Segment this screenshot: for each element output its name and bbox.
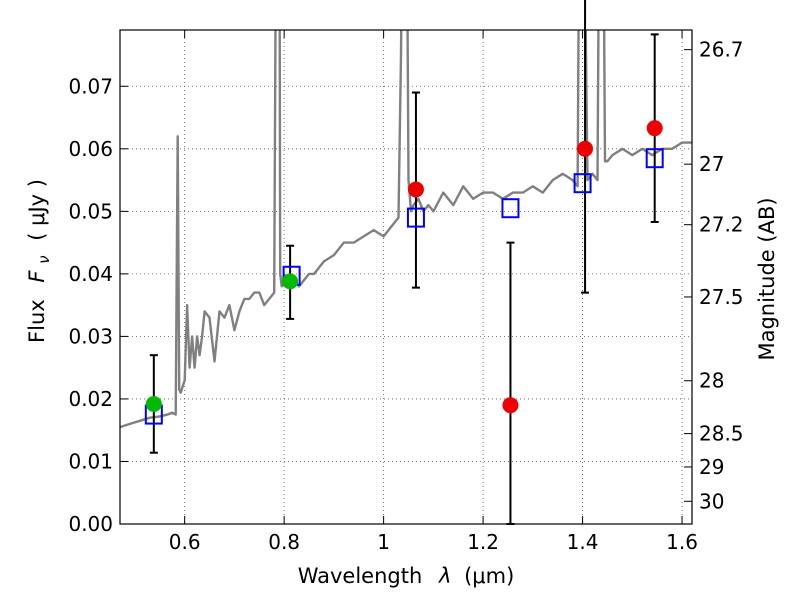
red-point-marker	[646, 120, 663, 137]
mag-tick-label: 27.2	[699, 213, 744, 237]
green-point-marker	[145, 395, 162, 412]
y-tick-label: 0.01	[68, 449, 113, 473]
y-axis-label: Flux F ν ( μJy )	[25, 179, 54, 343]
axis-ticks: 0.6 0.8 1 1.2 1.4 1.6 0.00 0.01 0.02 0.03 0.04 0.05…	[68, 30, 744, 554]
green-point-marker	[282, 273, 299, 290]
red-point-marker	[502, 397, 519, 414]
model-square-marker	[501, 198, 520, 219]
x-axis-label: Wavelength λ (μm)	[298, 564, 515, 588]
model-square-marker	[406, 207, 425, 228]
y-axis-label-text: Flux	[25, 299, 49, 343]
mag-tick-label: 30	[699, 489, 724, 513]
x-tick-label: 0.6	[169, 530, 201, 554]
mag-tick-label: 28.5	[699, 422, 744, 446]
y-tick-label: 0.05	[68, 199, 113, 223]
y-axis-label-unit: ( μJy )	[25, 179, 49, 241]
y-tick-label: 0.07	[68, 74, 113, 98]
x-axis-label-text: Wavelength	[298, 564, 423, 588]
x-tick-label: 1	[377, 530, 390, 554]
mag-tick-label: 28	[699, 369, 724, 393]
y-axis-label-subscript: ν	[35, 255, 53, 263]
mag-tick-label: 27	[699, 152, 724, 176]
spectrum-layer	[120, 30, 692, 429]
spectrum-line	[120, 30, 692, 429]
x-axis-label-unit: (μm)	[464, 564, 514, 588]
x-tick-label: 0.8	[268, 530, 300, 554]
x-tick-label: 1.2	[467, 530, 499, 554]
plot-frame	[119, 29, 693, 525]
red-point-marker	[577, 140, 594, 157]
model-square-marker	[645, 148, 664, 169]
x-tick-label: 1.4	[567, 530, 599, 554]
red-point-marker	[407, 181, 424, 198]
y-tick-label: 0.00	[68, 512, 113, 536]
x-axis-label-symbol: λ	[438, 564, 451, 588]
grid-lines	[120, 30, 692, 525]
mag-tick-label: 27.5	[699, 285, 744, 309]
mag-tick-label: 29	[699, 455, 724, 479]
y-tick-label: 0.04	[68, 262, 113, 286]
right-axis-label: Magnitude (AB)	[755, 197, 779, 360]
y-axis-label-symbol: F	[25, 270, 49, 283]
y-tick-label: 0.02	[68, 387, 113, 411]
model-square-marker	[573, 173, 592, 194]
y-tick-label: 0.06	[68, 137, 113, 161]
y-tick-label: 0.03	[68, 324, 113, 348]
mag-tick-label: 26.7	[699, 38, 744, 62]
x-tick-label: 1.6	[666, 530, 698, 554]
data-marks	[144, 120, 664, 425]
